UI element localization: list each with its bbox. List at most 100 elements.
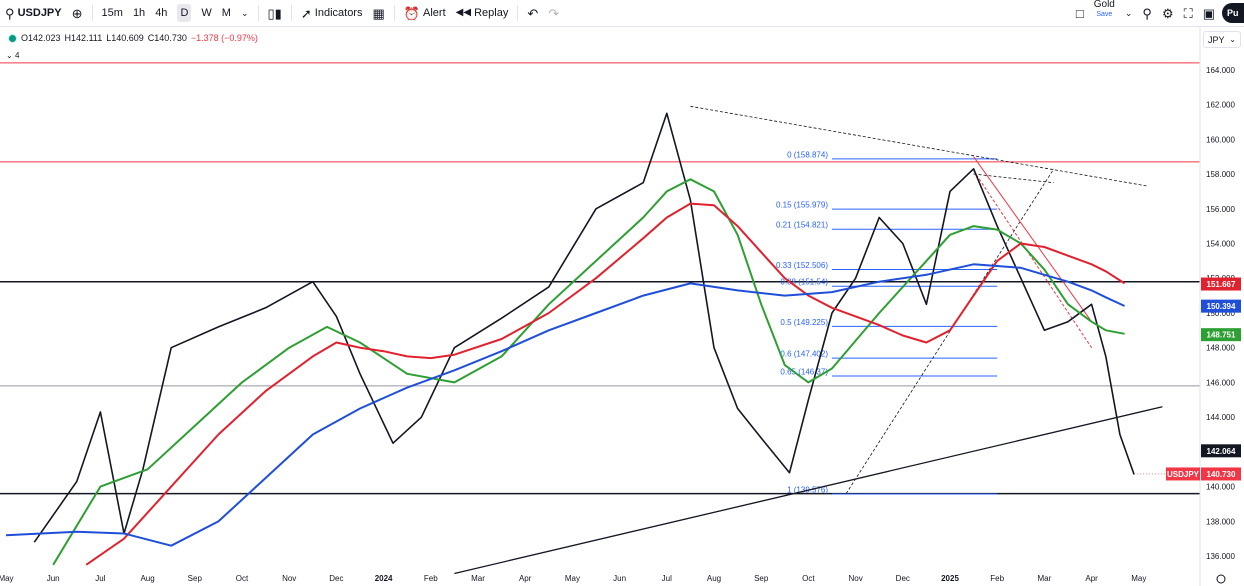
x-tick-label: Dec <box>329 574 343 583</box>
x-tick-label: Nov <box>282 574 296 583</box>
price-label-3: 142.064 <box>1207 447 1236 456</box>
y-tick-label: 136.000 <box>1206 552 1235 561</box>
currency-label: JPY <box>1208 34 1225 45</box>
camera-icon: ▣ <box>1202 5 1215 21</box>
x-tick-label: Jul <box>95 574 105 583</box>
interval-dropdown[interactable]: ⌄ <box>236 0 254 26</box>
legend-open: O142.023 <box>21 33 61 43</box>
channel-lower-line <box>973 170 1093 348</box>
layout-toggle-button[interactable]: □ <box>1071 0 1089 26</box>
fib-label-1: 0.15 (155.979) <box>776 201 828 210</box>
currency-selector[interactable]: JPY ⌄ <box>1203 31 1241 48</box>
fib-label-8: 1 (139.576) <box>787 486 828 495</box>
series-line-0 <box>33 112 1135 543</box>
legend-high: H142.111 <box>64 33 103 43</box>
symbol-price-tag-label: USDJPY <box>1167 470 1200 479</box>
legend-change: −1.378 (−0.97%) <box>190 33 258 43</box>
magnifier-icon: ⚲ <box>1142 5 1152 21</box>
chart-type-button[interactable]: ▯▮ <box>263 0 287 26</box>
series-line-3 <box>5 263 1126 547</box>
plus-circle-icon: ⊕ <box>71 5 83 21</box>
redo-icon: ↷ <box>548 5 560 21</box>
replay-label: Replay <box>474 7 509 19</box>
x-tick-label: Oct <box>236 574 249 583</box>
grid-icon: ▦ <box>372 5 385 21</box>
screenshot-button[interactable]: ▣ <box>1198 0 1220 26</box>
y-tick-label: 162.000 <box>1206 101 1235 110</box>
ohlc-legend: O142.023 H142.111 L140.609 C140.730 −1.3… <box>8 33 258 43</box>
y-tick-label: 160.000 <box>1206 135 1235 144</box>
interval-w[interactable]: W <box>201 7 212 19</box>
gear-icon: ⚙ <box>1161 5 1174 21</box>
legend-low: L140.609 <box>106 33 144 43</box>
x-tick-label: May <box>565 574 580 583</box>
divider <box>290 5 292 21</box>
market-status-icon <box>8 33 17 43</box>
redo-button[interactable]: ↷ <box>543 0 564 26</box>
trendline-2 <box>845 168 1055 494</box>
axis-settings-icon[interactable] <box>1216 574 1226 584</box>
x-tick-label: May <box>0 574 14 583</box>
price-label-box-2 <box>1201 328 1241 342</box>
symbol-price-tag <box>1166 467 1200 481</box>
interval-4h[interactable]: 4h <box>155 7 168 19</box>
templates-button[interactable]: ▦ <box>367 0 389 26</box>
y-tick-label: 154.000 <box>1206 240 1235 249</box>
layout-dropdown[interactable]: ⌄ <box>1120 0 1138 26</box>
chevron-down-icon: ⌄ <box>240 7 249 18</box>
series-line-2 <box>85 202 1126 566</box>
candles-icon: ▯▮ <box>267 5 282 21</box>
undo-icon: ↶ <box>527 5 539 21</box>
indicators-icon: ➚ <box>300 5 312 21</box>
interval-1h[interactable]: 1h <box>132 7 146 19</box>
divider <box>517 5 519 21</box>
save-label: Save <box>1096 11 1113 18</box>
y-tick-label: 142.000 <box>1206 448 1235 457</box>
interval-m[interactable]: M <box>221 7 231 19</box>
price-label-box-0 <box>1201 277 1241 291</box>
interval-d[interactable]: D <box>172 0 196 26</box>
compare-button[interactable]: ⊕ <box>67 0 88 26</box>
indicators-collapse-toggle[interactable]: ⌄ 4 <box>6 51 19 60</box>
price-label-1: 150.394 <box>1207 302 1236 311</box>
interval-15m[interactable]: 15m <box>101 7 123 19</box>
fib-label-0: 0 (158.874) <box>787 150 828 159</box>
x-tick-label: Jun <box>47 574 60 583</box>
y-tick-label: 138.000 <box>1206 517 1235 526</box>
undo-button[interactable]: ↶ <box>522 0 543 26</box>
y-tick-label: 150.000 <box>1206 309 1235 318</box>
settings-button[interactable]: ⚙ <box>1157 0 1179 26</box>
replay-button[interactable]: ◀◀ Replay <box>451 0 514 26</box>
publish-button[interactable]: Pu <box>1222 3 1244 23</box>
channel-upper-line <box>973 156 1093 322</box>
x-tick-label: Feb <box>990 574 1004 583</box>
alert-button[interactable]: ⏰ Alert <box>399 0 451 26</box>
trendline-1 <box>690 105 1149 187</box>
symbol-search[interactable]: ⚲ USDJPY <box>0 0 67 26</box>
trendline-0 <box>454 406 1163 575</box>
layout-name-button[interactable]: Gold Save <box>1089 0 1120 26</box>
divider <box>257 5 259 21</box>
fib-label-6: 0.6 (147.402) <box>780 350 828 359</box>
chevron-down-icon: ⌄ <box>1229 35 1236 44</box>
x-tick-label: Nov <box>848 574 862 583</box>
fib-label-5: 0.5 (149.225) <box>780 318 828 327</box>
layout-name: Gold <box>1093 0 1115 10</box>
quick-search-button[interactable]: ⚲ <box>1137 0 1157 26</box>
x-tick-label: Apr <box>1085 574 1098 583</box>
x-tick-label: Dec <box>896 574 910 583</box>
fib-label-7: 0.65 (146.37) <box>780 368 828 377</box>
price-label-0: 151.667 <box>1207 280 1236 289</box>
square-icon: □ <box>1075 5 1084 21</box>
x-tick-label: May <box>1131 574 1146 583</box>
price-label-box-1 <box>1201 299 1241 313</box>
x-tick-label: Sep <box>754 574 769 583</box>
alert-label: Alert <box>423 7 446 19</box>
x-tick-label: Jun <box>613 574 626 583</box>
fullscreen-button[interactable]: ⛶ <box>1179 0 1198 26</box>
interval-d-label: D <box>177 4 192 22</box>
indicators-button[interactable]: ➚ Indicators <box>296 0 368 26</box>
alarm-clock-icon: ⏰ <box>403 5 420 21</box>
rewind-icon: ◀◀ <box>455 7 472 18</box>
